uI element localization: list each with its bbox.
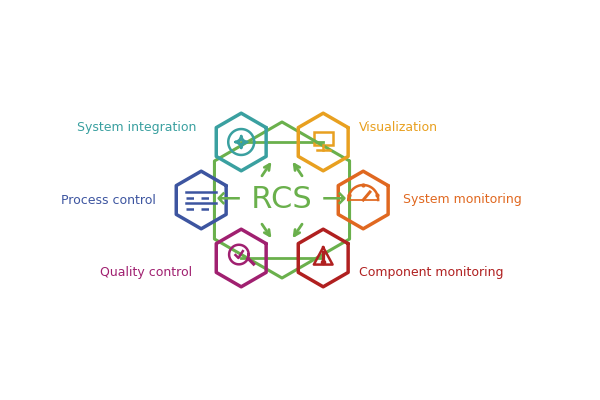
Text: System integration: System integration: [77, 122, 196, 134]
Text: Visualization: Visualization: [359, 121, 438, 134]
Text: Quality control: Quality control: [100, 266, 192, 279]
Text: Process control: Process control: [61, 194, 156, 206]
Text: ← RCS →: ← RCS →: [217, 186, 347, 214]
Text: System monitoring: System monitoring: [403, 194, 522, 206]
Text: Component monitoring: Component monitoring: [359, 266, 504, 279]
Bar: [314, 132, 332, 145]
